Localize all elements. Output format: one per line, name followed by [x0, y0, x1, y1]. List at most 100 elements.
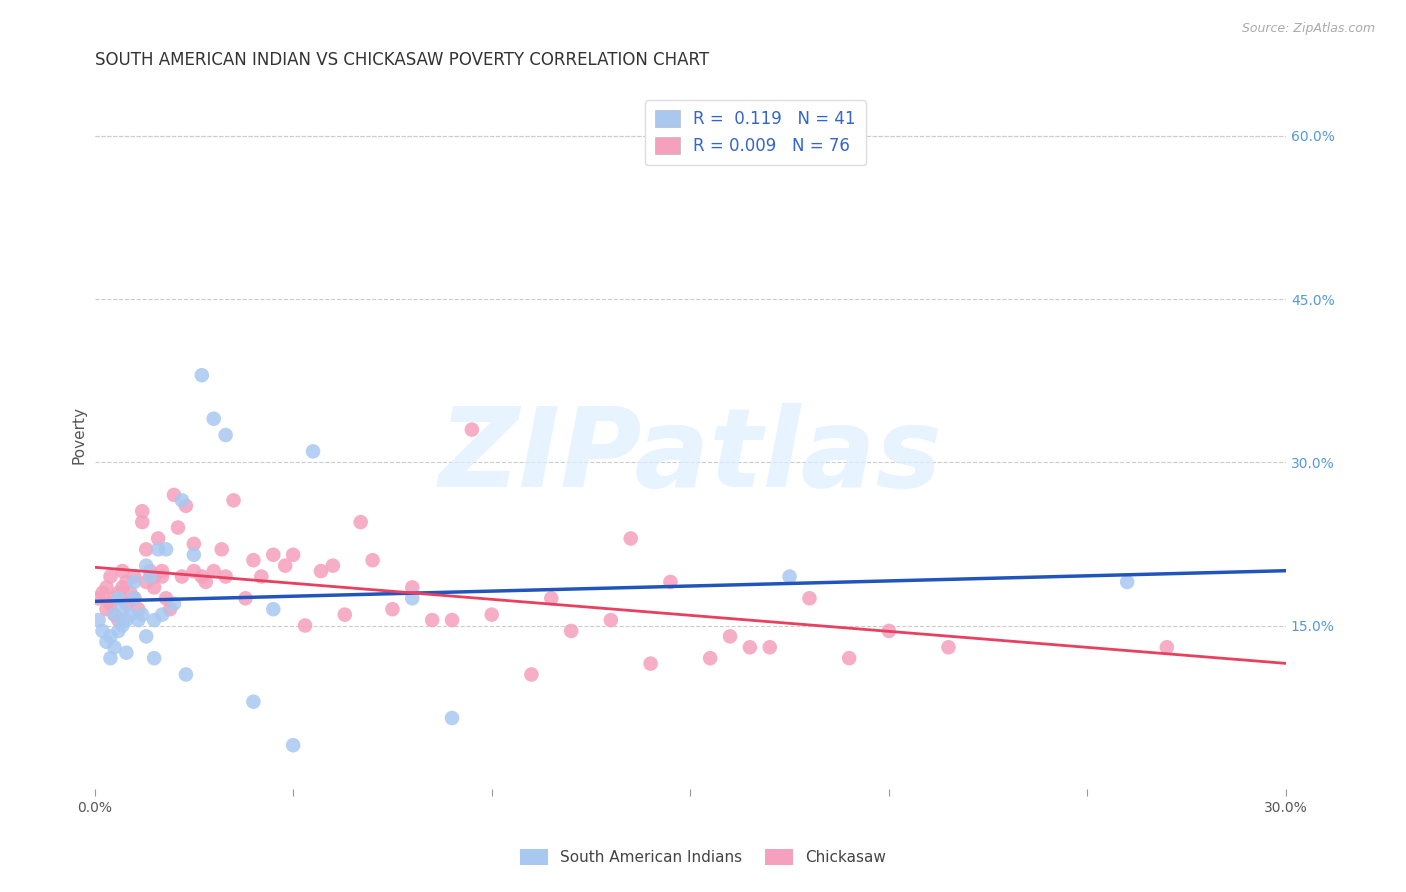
Point	[838, 651, 860, 665]
Point	[87, 591, 110, 606]
Point	[107, 591, 129, 606]
Point	[174, 499, 197, 513]
Point	[146, 542, 169, 557]
Point	[135, 558, 157, 573]
Point	[440, 711, 463, 725]
Point	[183, 548, 205, 562]
Point	[250, 569, 273, 583]
Point	[135, 542, 157, 557]
Point	[150, 607, 173, 622]
Point	[135, 574, 157, 589]
Point	[361, 553, 384, 567]
Point	[150, 569, 173, 583]
Point	[139, 564, 162, 578]
Point	[163, 488, 186, 502]
Point	[799, 591, 821, 606]
Point	[103, 607, 125, 622]
Point	[274, 558, 297, 573]
Point	[170, 569, 193, 583]
Point	[322, 558, 344, 573]
Point	[222, 493, 245, 508]
Point	[1156, 640, 1178, 655]
Text: ZIPatlas: ZIPatlas	[439, 403, 942, 509]
Point	[211, 542, 233, 557]
Point	[202, 564, 225, 578]
Point	[738, 640, 761, 655]
Point	[758, 640, 780, 655]
Point	[309, 564, 332, 578]
Point	[235, 591, 257, 606]
Point	[91, 624, 114, 638]
Point	[481, 607, 503, 622]
Point	[242, 695, 264, 709]
Text: SOUTH AMERICAN INDIAN VS CHICKASAW POVERTY CORRELATION CHART: SOUTH AMERICAN INDIAN VS CHICKASAW POVER…	[94, 51, 709, 69]
Point	[107, 586, 129, 600]
Point	[640, 657, 662, 671]
Point	[124, 591, 146, 606]
Point	[115, 574, 138, 589]
Point	[191, 569, 214, 583]
Point	[135, 629, 157, 643]
Point	[281, 548, 304, 562]
Point	[115, 646, 138, 660]
Point	[540, 591, 562, 606]
Point	[599, 613, 621, 627]
Point	[120, 586, 142, 600]
Point	[302, 444, 325, 458]
Point	[779, 569, 801, 583]
Y-axis label: Poverty: Poverty	[72, 406, 86, 464]
Point	[96, 602, 118, 616]
Point	[350, 515, 373, 529]
Point	[699, 651, 721, 665]
Point	[120, 607, 142, 622]
Point	[143, 569, 166, 583]
Point	[111, 564, 134, 578]
Point	[143, 651, 166, 665]
Point	[107, 613, 129, 627]
Point	[191, 368, 214, 383]
Point	[294, 618, 316, 632]
Point	[100, 569, 122, 583]
Point	[155, 542, 177, 557]
Point	[124, 574, 146, 589]
Point	[107, 624, 129, 638]
Point	[96, 635, 118, 649]
Point	[103, 607, 125, 622]
Point	[262, 602, 284, 616]
Point	[194, 574, 217, 589]
Point	[1116, 574, 1139, 589]
Point	[100, 651, 122, 665]
Point	[143, 581, 166, 595]
Point	[100, 597, 122, 611]
Point	[163, 597, 186, 611]
Point	[87, 613, 110, 627]
Point	[440, 613, 463, 627]
Point	[167, 520, 190, 534]
Point	[170, 493, 193, 508]
Point	[461, 423, 484, 437]
Point	[111, 581, 134, 595]
Point	[115, 597, 138, 611]
Point	[131, 504, 153, 518]
Point	[131, 515, 153, 529]
Point	[620, 532, 643, 546]
Legend: R =  0.119   N = 41, R = 0.009   N = 76: R = 0.119 N = 41, R = 0.009 N = 76	[645, 100, 866, 165]
Text: Source: ZipAtlas.com: Source: ZipAtlas.com	[1241, 22, 1375, 36]
Point	[103, 591, 125, 606]
Point	[333, 607, 356, 622]
Point	[111, 618, 134, 632]
Point	[877, 624, 900, 638]
Point	[139, 569, 162, 583]
Point	[560, 624, 582, 638]
Point	[242, 553, 264, 567]
Point	[420, 613, 443, 627]
Point	[202, 411, 225, 425]
Point	[183, 537, 205, 551]
Point	[381, 602, 404, 616]
Point	[103, 640, 125, 655]
Point	[718, 629, 741, 643]
Point	[520, 667, 543, 681]
Point	[124, 569, 146, 583]
Point	[659, 574, 682, 589]
Point	[111, 602, 134, 616]
